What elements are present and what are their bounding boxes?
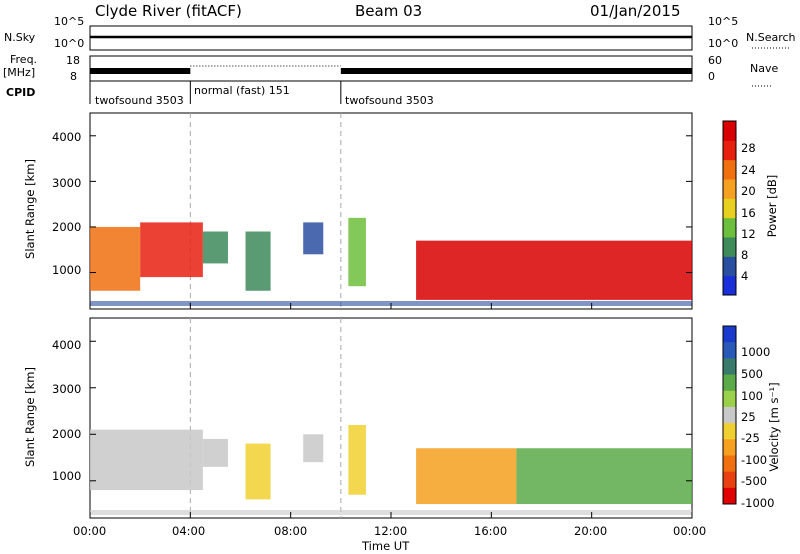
vel-cb-tick-500: 500: [741, 367, 763, 381]
velocity-echo-region-0: [90, 429, 203, 491]
power-echo-region-0: [90, 226, 141, 291]
vel-cb-tick-m25: -25: [741, 431, 760, 445]
velocity-colorbar-seg-9: [723, 471, 736, 489]
velocity-colorbar-frame: [722, 325, 737, 505]
power-cb-tick-8: 8: [741, 248, 749, 262]
xtick-4: 16:00: [474, 524, 508, 538]
velocity-colorbar-seg-0: [723, 326, 736, 343]
nsky-tick-low: 10^0: [54, 37, 85, 50]
power-echo-region-3: [245, 231, 271, 291]
power-colorbar-seg-3: [723, 217, 736, 238]
date-title: 01/Jan/2015: [590, 2, 681, 20]
power-colorbar-seg-8: [723, 121, 736, 141]
cpid-segment-3: twofsound 3503: [345, 94, 434, 107]
power-colorbar-seg-4: [723, 198, 736, 219]
cpid-segment-1: twofsound 3503: [95, 94, 184, 107]
power-colorbar-seg-1: [723, 256, 736, 277]
station-title: Clyde River (fitACF): [95, 2, 242, 20]
velocity-colorbar-seg-1: [723, 342, 736, 359]
power-echo-region-1: [140, 222, 203, 278]
power-ytick-2000: 2000: [52, 220, 82, 234]
nave-tick-high: 60: [708, 54, 722, 67]
xtick-2: 08:00: [274, 524, 308, 538]
velocity-echo-region-2: [245, 443, 271, 500]
freq-unit-label: [MHz]: [3, 66, 36, 79]
xtick-0: 00:00: [73, 524, 107, 538]
nsearch-tick-high: 10^5: [708, 15, 739, 28]
velocity-colorbar-seg-5: [723, 406, 736, 424]
power-ytick-1000: 1000: [52, 263, 82, 277]
velocity-colorbar-seg-2: [723, 358, 736, 376]
vel-cb-tick-m1000: -1000: [741, 496, 775, 510]
nave-label: Nave: [750, 62, 779, 75]
xtick-3: 12:00: [374, 524, 408, 538]
power-echo-region-4: [303, 222, 324, 255]
power-echo-region-6: [416, 240, 692, 300]
velocity-colorbar-seg-6: [723, 423, 736, 440]
power-cb-tick-28: 28: [741, 141, 756, 155]
power-cb-tick-20: 20: [741, 184, 756, 198]
beam-title: Beam 03: [355, 2, 423, 20]
velocity-echo-region-6: [516, 448, 692, 505]
xtick-6: 00:00: [673, 524, 707, 538]
velocity-colorbar-seg-8: [723, 455, 736, 473]
freq-tick-high: 18: [66, 54, 80, 67]
power-colorbar-seg-6: [723, 159, 736, 180]
power-cb-tick-16: 16: [741, 206, 756, 220]
power-colorbar-frame: [722, 120, 737, 296]
vel-cb-tick-m100: -100: [741, 453, 768, 467]
power-ytick-4000: 4000: [52, 130, 82, 144]
vel-cb-tick-m500: -500: [741, 474, 768, 488]
vel-cb-tick-25: 25: [741, 410, 756, 424]
velocity-echo-region-4: [348, 424, 366, 495]
velocity-echo-region-5: [416, 448, 517, 505]
velocity-ytick-1000: 1000: [52, 469, 82, 483]
velocity-colorbar-seg-3: [723, 374, 736, 392]
power-ytick-3000: 3000: [52, 176, 82, 190]
velocity-echo-region-3: [303, 434, 324, 463]
velocity-colorbar-seg-10: [723, 487, 736, 505]
xtick-5: 20:00: [574, 524, 608, 538]
xtick-1: 04:00: [172, 524, 206, 538]
velocity-ytick-2000: 2000: [52, 427, 82, 441]
velocity-colorbar-seg-7: [723, 439, 736, 456]
nsky-label: N.Sky: [4, 31, 36, 44]
cpid-label: CPID: [6, 86, 36, 99]
power-cb-tick-24: 24: [741, 163, 756, 177]
vel-cb-tick-1000: 1000: [741, 345, 771, 359]
cpid-segment-2: normal (fast) 151: [194, 84, 290, 97]
nave-tick-low: 0: [708, 70, 715, 83]
power-colorbar-seg-5: [723, 179, 736, 199]
x-axis-label: Time UT: [362, 539, 410, 553]
power-cb-tick-12: 12: [741, 227, 756, 241]
power-colorbar-seg-2: [723, 237, 736, 257]
power-colorbar-seg-0: [723, 275, 736, 296]
velocity-ytick-4000: 4000: [52, 338, 82, 352]
velocity-colorbar-seg-4: [723, 390, 736, 408]
power-colorbar-seg-7: [723, 140, 736, 161]
power-echo-region-2: [202, 231, 228, 264]
nsearch-label: N.Search: [746, 31, 796, 44]
velocity-echo-region-1: [202, 438, 228, 467]
nsky-tick-high: 10^5: [54, 15, 85, 28]
nsearch-tick-low: 10^0: [708, 37, 739, 50]
velocity-ytick-3000: 3000: [52, 382, 82, 396]
power-echo-region-5: [348, 217, 366, 287]
freq-label: Freq.: [10, 53, 38, 66]
power-cb-tick-4: 4: [741, 269, 749, 283]
freq-tick-low: 8: [70, 70, 77, 83]
vel-cb-tick-100: 100: [741, 389, 763, 403]
